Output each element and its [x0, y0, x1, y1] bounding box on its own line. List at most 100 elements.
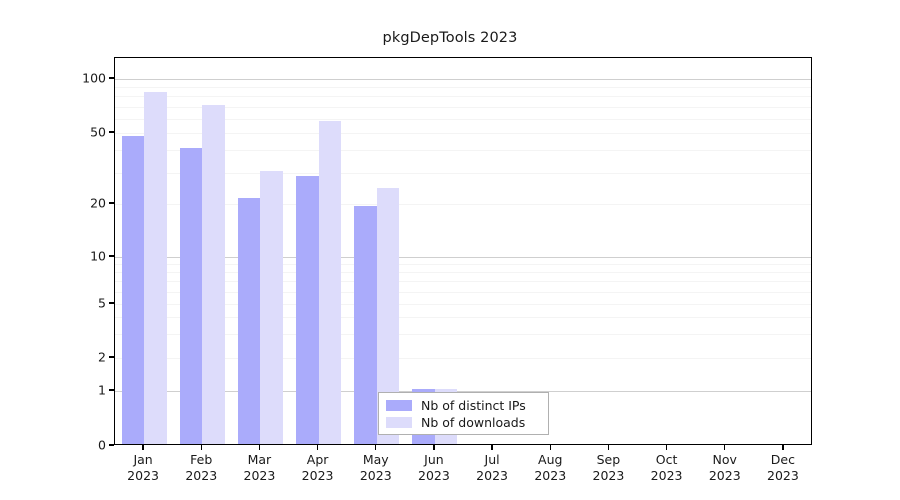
gridline	[115, 150, 811, 152]
x-axis-tick-label: Mar 2023	[244, 452, 276, 484]
y-axis-tick-label: 0	[98, 437, 106, 453]
legend-swatch	[386, 417, 412, 428]
x-axis-label-year: 2023	[708, 468, 741, 483]
x-axis-label-year: 2023	[534, 468, 567, 483]
x-axis-label-year: 2023	[476, 468, 508, 483]
gridline	[115, 257, 811, 258]
x-axis-label-month: Apr	[306, 452, 329, 467]
x-axis-tick	[782, 445, 784, 450]
y-axis-tick	[109, 389, 114, 391]
y-axis-tick	[109, 444, 114, 446]
gridline	[115, 281, 811, 283]
x-axis-tick	[607, 445, 610, 450]
x-axis-label-year: 2023	[359, 468, 392, 483]
x-axis-label-month: Sep	[596, 452, 621, 467]
x-axis-label-month: Nov	[712, 452, 737, 467]
gridline	[115, 87, 811, 89]
x-axis-label-year: 2023	[127, 468, 159, 483]
x-axis-label-month: Jan	[133, 452, 153, 467]
x-axis-tick	[549, 445, 551, 450]
y-axis-tick	[109, 77, 114, 79]
bar-downloads	[202, 104, 225, 444]
x-axis-tick-label: May 2023	[360, 452, 392, 484]
gridline	[115, 133, 811, 134]
gridline	[115, 334, 811, 336]
gridline	[115, 96, 811, 98]
x-axis-tick-label: Jul 2023	[476, 452, 508, 484]
gridline	[115, 317, 811, 319]
gridline	[115, 264, 811, 266]
bar-distinct-ips	[237, 198, 261, 444]
x-axis-tick	[200, 445, 202, 450]
gridline	[115, 204, 811, 205]
chart-legend: Nb of distinct IPs Nb of downloads	[378, 392, 549, 435]
x-axis-label-month: Oct	[655, 452, 678, 467]
x-axis-tick	[375, 445, 377, 450]
y-axis-tick-label: 1	[98, 382, 106, 398]
x-axis-tick-label: Dec 2023	[767, 452, 799, 484]
legend-label: Nb of downloads	[421, 415, 526, 430]
x-axis-label-year: 2023	[243, 468, 276, 483]
x-axis-tick-label: Apr 2023	[302, 452, 334, 484]
x-axis-label-year: 2023	[592, 468, 625, 483]
gridline	[115, 304, 811, 305]
x-axis-label-month: Aug	[538, 452, 563, 467]
y-axis-tick-label: 10	[90, 248, 106, 264]
x-axis-label-year: 2023	[418, 468, 450, 483]
y-axis-tick	[109, 131, 114, 133]
bar-distinct-ips	[354, 205, 377, 444]
x-axis-tick-label: Nov 2023	[709, 452, 741, 484]
x-axis-label-month: May	[362, 452, 389, 467]
x-axis-tick-label: Jun 2023	[418, 452, 450, 484]
legend-label: Nb of distinct IPs	[421, 398, 526, 413]
x-axis-tick-label: Oct 2023	[651, 452, 683, 484]
bar-downloads	[376, 187, 400, 444]
x-axis-label-month: Jul	[484, 452, 500, 467]
gridline	[115, 391, 811, 392]
x-axis-tick	[665, 445, 668, 450]
x-axis-tick	[724, 445, 726, 450]
plot-area	[114, 57, 812, 445]
y-axis-tick	[109, 356, 114, 358]
x-axis-tick	[491, 445, 493, 450]
x-axis-label-month: Dec	[770, 452, 795, 467]
y-axis-tick	[109, 302, 114, 304]
x-axis-label-year: 2023	[301, 468, 334, 483]
bar-downloads	[144, 92, 167, 444]
x-axis-tick	[316, 445, 319, 450]
x-axis-label-month: Mar	[247, 452, 272, 467]
gridline	[115, 358, 811, 359]
y-axis-tick-label: 100	[82, 70, 106, 86]
bar-distinct-ips	[179, 148, 203, 444]
bar-distinct-ips	[296, 175, 319, 444]
bar-distinct-ips	[121, 135, 145, 444]
x-axis-label-year: 2023	[185, 468, 218, 483]
x-axis-tick	[433, 445, 435, 450]
gridline	[115, 79, 811, 80]
y-axis-tick-label: 20	[90, 195, 106, 211]
y-axis-tick	[109, 202, 114, 204]
bar-downloads	[318, 120, 342, 444]
legend-item: Nb of downloads	[386, 414, 541, 431]
bar-downloads	[260, 170, 283, 444]
x-axis-tick-label: Sep 2023	[593, 452, 625, 484]
y-axis-tick-label: 2	[98, 349, 106, 365]
legend-item: Nb of distinct IPs	[386, 397, 541, 414]
gridline	[115, 291, 811, 293]
legend-swatch	[386, 400, 412, 411]
x-axis-label-year: 2023	[767, 468, 799, 483]
y-axis-tick-label: 50	[90, 124, 106, 140]
y-axis-tick-label: 5	[98, 295, 106, 311]
gridline	[115, 272, 811, 274]
x-axis-tick	[142, 445, 144, 450]
x-axis-label-month: Feb	[190, 452, 213, 467]
x-axis-tick-label: Aug 2023	[534, 452, 566, 484]
gridline	[115, 172, 811, 174]
chart-title: pkgDepTools 2023	[382, 30, 518, 46]
x-axis-label-month: Jun	[424, 452, 444, 467]
gridline	[115, 106, 811, 108]
y-axis-tick	[109, 255, 114, 257]
x-axis-tick-label: Feb 2023	[185, 452, 217, 484]
x-axis-tick	[258, 445, 261, 450]
